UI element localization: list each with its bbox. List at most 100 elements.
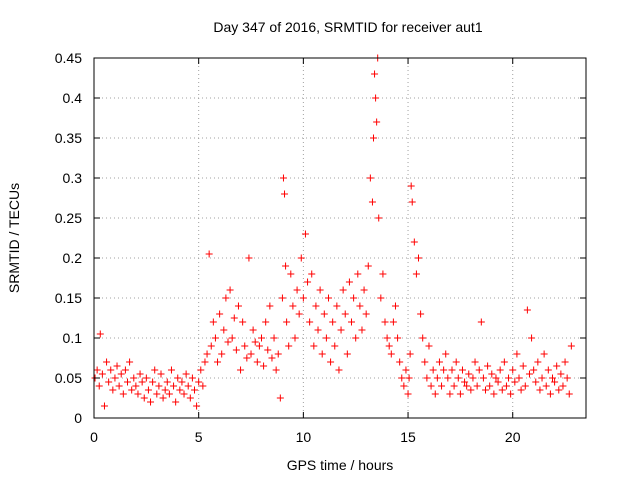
data-point bbox=[170, 382, 178, 390]
data-point bbox=[95, 382, 103, 390]
data-point bbox=[247, 350, 255, 358]
x-tick-label: 10 bbox=[296, 429, 312, 445]
data-point bbox=[465, 370, 473, 378]
data-point bbox=[494, 378, 502, 386]
data-point bbox=[174, 374, 182, 382]
data-point bbox=[492, 374, 500, 382]
data-point bbox=[532, 378, 540, 386]
data-point bbox=[159, 394, 167, 402]
data-point bbox=[274, 350, 282, 358]
data-point bbox=[452, 358, 460, 366]
axis-ticks: 0 0.05 0.1 0.15 0.2 0.25 0.3 0.35 0.4 0.45 0 5 10 15 2… bbox=[55, 50, 586, 445]
data-point bbox=[415, 254, 423, 262]
data-point bbox=[509, 366, 517, 374]
data-point bbox=[519, 362, 527, 370]
data-point bbox=[513, 350, 521, 358]
data-point bbox=[356, 302, 364, 310]
data-point bbox=[209, 318, 217, 326]
data-point bbox=[565, 390, 573, 398]
data-point bbox=[371, 70, 379, 78]
data-point bbox=[224, 338, 232, 346]
data-point bbox=[281, 190, 289, 198]
x-tick-label: 0 bbox=[90, 429, 98, 445]
data-point bbox=[557, 370, 565, 378]
data-point bbox=[442, 350, 450, 358]
data-point bbox=[471, 358, 479, 366]
data-point bbox=[375, 214, 383, 222]
data-point bbox=[444, 374, 452, 382]
data-point bbox=[322, 334, 330, 342]
data-point bbox=[255, 342, 263, 350]
data-point bbox=[230, 314, 238, 322]
data-point bbox=[528, 334, 536, 342]
data-point bbox=[373, 118, 381, 126]
data-point bbox=[276, 394, 284, 402]
data-point bbox=[352, 334, 360, 342]
data-point bbox=[195, 378, 203, 386]
data-point bbox=[333, 302, 341, 310]
data-point bbox=[331, 342, 339, 350]
data-point bbox=[121, 366, 129, 374]
data-point bbox=[119, 390, 127, 398]
data-point bbox=[316, 286, 324, 294]
data-point bbox=[197, 366, 205, 374]
data-point bbox=[561, 358, 569, 366]
data-point bbox=[165, 390, 173, 398]
data-point bbox=[461, 378, 469, 386]
data-point bbox=[479, 374, 487, 382]
data-point bbox=[239, 318, 247, 326]
data-point bbox=[402, 366, 410, 374]
data-point bbox=[306, 318, 314, 326]
data-point bbox=[362, 310, 370, 318]
data-point bbox=[285, 342, 293, 350]
data-point bbox=[406, 350, 414, 358]
data-point bbox=[525, 370, 533, 378]
data-point bbox=[515, 374, 523, 382]
data-point bbox=[458, 366, 466, 374]
data-point bbox=[435, 358, 443, 366]
data-point bbox=[446, 390, 454, 398]
data-point bbox=[534, 358, 542, 366]
y-tick-label: 0.35 bbox=[55, 130, 82, 146]
data-point bbox=[111, 374, 119, 382]
y-tick-label: 0.3 bbox=[63, 170, 83, 186]
data-point bbox=[134, 390, 142, 398]
data-point bbox=[482, 386, 490, 394]
data-point bbox=[289, 302, 297, 310]
data-point bbox=[211, 334, 219, 342]
data-point bbox=[103, 358, 111, 366]
data-point bbox=[354, 270, 362, 278]
data-point bbox=[218, 350, 226, 358]
data-point bbox=[358, 326, 366, 334]
data-point bbox=[287, 270, 295, 278]
data-point bbox=[551, 378, 559, 386]
data-point bbox=[207, 342, 215, 350]
data-point bbox=[440, 366, 448, 374]
data-point bbox=[364, 262, 372, 270]
data-point bbox=[324, 294, 332, 302]
data-point bbox=[463, 382, 471, 390]
data-point bbox=[130, 374, 138, 382]
data-point bbox=[544, 366, 552, 374]
data-point bbox=[530, 366, 538, 374]
data-point bbox=[484, 362, 492, 370]
data-point bbox=[523, 306, 531, 314]
data-point bbox=[180, 390, 188, 398]
data-points bbox=[91, 54, 575, 410]
data-point bbox=[400, 382, 408, 390]
data-point bbox=[488, 370, 496, 378]
data-point bbox=[546, 390, 554, 398]
data-point bbox=[542, 382, 550, 390]
data-point bbox=[473, 382, 481, 390]
x-axis-title: GPS time / hours bbox=[287, 457, 394, 473]
data-point bbox=[260, 362, 268, 370]
data-point bbox=[417, 310, 425, 318]
data-point bbox=[203, 350, 211, 358]
data-point bbox=[278, 294, 286, 302]
data-point bbox=[408, 198, 416, 206]
data-point bbox=[521, 382, 529, 390]
data-point bbox=[431, 390, 439, 398]
data-point bbox=[405, 374, 413, 382]
data-point bbox=[142, 374, 150, 382]
data-point bbox=[266, 302, 274, 310]
